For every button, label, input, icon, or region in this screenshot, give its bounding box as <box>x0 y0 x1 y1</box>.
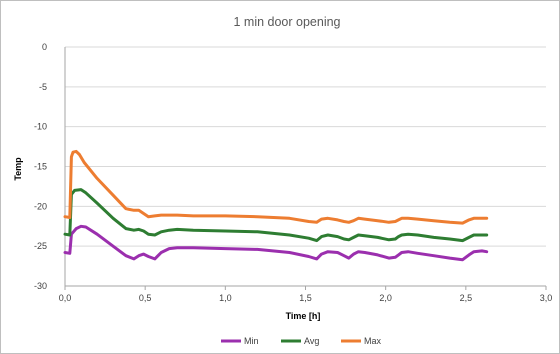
series-line-avg <box>63 188 489 243</box>
x-tick-label: 3,0 <box>540 293 553 303</box>
x-tick-label: 0,0 <box>59 293 72 303</box>
x-axis-tick-labels: 0,0 0,5 1,0 1,5 2,0 2,5 3,0 <box>59 293 553 303</box>
y-tick-label: -15 <box>34 162 47 172</box>
x-tick-label: 1,5 <box>299 293 312 303</box>
x-axis-title: Time [h] <box>286 311 321 321</box>
gridlines <box>65 46 546 247</box>
legend-label-min: Min <box>244 336 259 346</box>
series-line-min <box>63 224 489 262</box>
y-axis-title: Temp <box>13 157 23 181</box>
axes <box>64 47 547 290</box>
x-tick-label: 2,0 <box>379 293 392 303</box>
y-tick-label: -20 <box>34 201 47 211</box>
series-lines <box>63 149 489 262</box>
series-line-max <box>63 149 489 225</box>
y-tick-label: -5 <box>39 82 47 92</box>
x-tick-label: 2,5 <box>460 293 473 303</box>
x-tick-label: 0,5 <box>139 293 152 303</box>
y-axis-tick-labels: 0 -5 -10 -15 -20 -25 -30 <box>34 42 47 291</box>
chart-title: 1 min door opening <box>233 15 340 29</box>
legend-label-avg: Avg <box>304 336 319 346</box>
x-tick-label: 1,0 <box>219 293 232 303</box>
y-tick-label: -30 <box>34 281 47 291</box>
y-tick-label: -10 <box>34 122 47 132</box>
y-tick-label: 0 <box>42 42 47 52</box>
legend-label-max: Max <box>364 336 382 346</box>
y-tick-label: -25 <box>34 241 47 251</box>
legend: Min Avg Max <box>221 336 382 346</box>
